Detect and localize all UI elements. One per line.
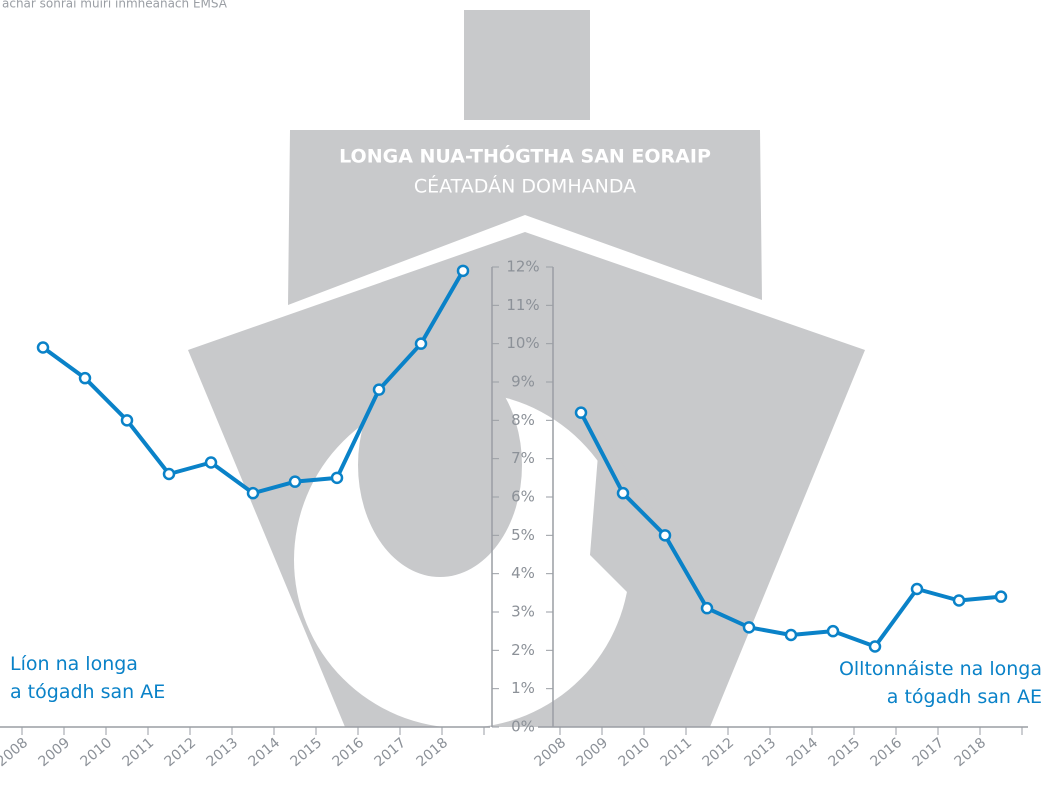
y-tick-label: 3% — [511, 603, 535, 621]
x-tick-label: 2008 — [532, 735, 570, 770]
emblem-gray — [358, 353, 522, 577]
x-tick-label: 2014 — [246, 735, 284, 770]
point — [204, 456, 218, 469]
point — [162, 467, 176, 481]
point — [658, 529, 672, 542]
point — [120, 414, 134, 427]
point — [784, 628, 798, 642]
x-tick-label: 2011 — [658, 735, 696, 770]
point — [742, 621, 756, 634]
y-tick-label: 11% — [506, 296, 539, 314]
point — [910, 582, 924, 596]
point — [36, 341, 50, 354]
x-tick-label: 2011 — [120, 735, 158, 770]
x-tick-label: 2013 — [742, 735, 780, 770]
x-tick-label: 2010 — [78, 735, 116, 770]
chimney — [464, 10, 590, 120]
y-tick-label: 10% — [506, 334, 539, 352]
point — [330, 471, 344, 485]
x-tick-label: 2015 — [826, 735, 864, 770]
series-label: Líon na longa a tógadh san AE — [10, 653, 166, 703]
point — [994, 590, 1008, 603]
x-tick-label: 2014 — [784, 735, 822, 770]
ship-block — [288, 130, 762, 305]
point — [700, 601, 714, 615]
x-tick-label: 2010 — [616, 735, 654, 770]
x-tick-label: 2012 — [700, 735, 738, 770]
point — [952, 594, 966, 607]
y-tick-label: 6% — [511, 488, 535, 506]
source: achar sonraí muirí inmheánach EMSA — [2, 0, 228, 11]
y-tick-label: 4% — [511, 564, 535, 582]
x-tick-label: 2018 — [414, 735, 452, 770]
x-tick-label: 2018 — [952, 735, 990, 770]
series-label: Olltonnáiste na longa a tógadh san AE — [838, 658, 1042, 708]
y-tick-label: 1% — [511, 679, 535, 697]
point — [78, 371, 92, 385]
x-tick-label: 2017 — [372, 735, 410, 770]
point — [574, 406, 588, 419]
point — [414, 337, 428, 350]
y-tick-label: 5% — [511, 526, 535, 544]
y-tick-label: 7% — [511, 449, 535, 467]
point — [246, 486, 260, 500]
x-tick-label: 2009 — [36, 735, 74, 770]
x-tick-label: 2012 — [162, 735, 200, 770]
x-tick-label: 2015 — [288, 735, 326, 770]
point — [288, 475, 302, 488]
x-tick-label: 2016 — [868, 735, 906, 770]
y-tick-label: 9% — [511, 373, 535, 391]
point — [372, 383, 386, 396]
title: LONGA NUA-THÓGTHA SAN EORAIP — [339, 144, 711, 168]
y-tick-label: 8% — [511, 411, 535, 429]
point — [826, 624, 840, 638]
x-tick-label: 2016 — [330, 735, 368, 770]
point — [456, 264, 470, 278]
y-tick-label: 0% — [511, 718, 535, 736]
y-tick-label: 12% — [506, 258, 539, 276]
y-tick-label: 2% — [511, 641, 535, 659]
subtitle: CÉATADÁN DOMHANDA — [414, 175, 636, 198]
x-tick-label: 2009 — [574, 735, 612, 770]
point — [616, 486, 630, 500]
x-tick-label: 2013 — [204, 735, 242, 770]
x-tick-label: 2017 — [910, 735, 948, 770]
x-tick-label: 2008 — [0, 735, 31, 770]
ship-graphic — [188, 10, 865, 727]
point — [868, 640, 882, 653]
